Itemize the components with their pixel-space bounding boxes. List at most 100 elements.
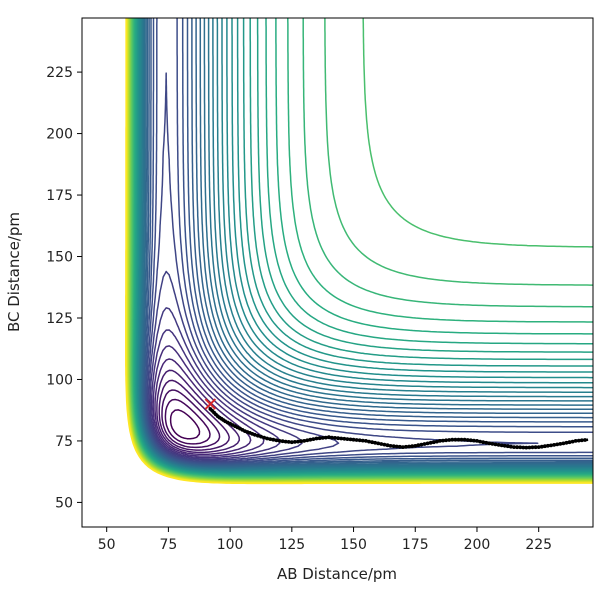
trajectory-point — [394, 444, 399, 449]
trajectory-point — [425, 441, 430, 446]
trajectory-point — [376, 441, 381, 446]
trajectory-point — [367, 439, 371, 444]
trajectory-point — [401, 445, 405, 449]
trajectory-point — [533, 445, 538, 450]
trajectory-point — [487, 441, 492, 446]
trajectory-point — [311, 437, 316, 441]
y-tick-label: 200 — [46, 127, 73, 143]
plot-frame — [81, 17, 594, 528]
trajectory-point — [564, 440, 569, 445]
contour-level — [143, 18, 593, 466]
trajectory-point — [336, 436, 340, 441]
trajectory-point — [293, 440, 297, 444]
contour-level — [154, 358, 252, 456]
trajectory-point — [447, 438, 452, 442]
trajectory-point — [360, 438, 365, 443]
x-tick-label: 150 — [340, 537, 367, 553]
trajectory-point — [289, 440, 294, 445]
trajectory-point — [521, 445, 526, 450]
x-tick-label: 225 — [525, 537, 552, 553]
contour-lines — [125, 18, 593, 485]
trajectory-point — [422, 442, 427, 446]
trajectory-point — [438, 439, 442, 443]
trajectory-point — [391, 444, 396, 449]
trajectory-point — [320, 436, 325, 440]
trajectory-point — [305, 438, 310, 443]
contour-level — [169, 409, 201, 440]
trajectory-point — [496, 443, 501, 447]
contour-level — [158, 379, 230, 451]
x-tick-label: 100 — [217, 537, 244, 553]
y-tick-label: 225 — [46, 65, 73, 81]
trajectory-point — [536, 445, 541, 449]
trajectory-point — [505, 444, 510, 449]
trajectory-point — [286, 440, 291, 444]
trajectory-point — [518, 445, 523, 450]
contour-level — [125, 18, 593, 485]
contour-level — [146, 72, 539, 463]
trajectory-point — [348, 437, 353, 442]
trajectory-point — [379, 442, 384, 446]
trajectory-point — [567, 440, 572, 445]
trajectory-point — [397, 444, 402, 449]
trajectory-point — [515, 445, 519, 450]
y-tick-label: 125 — [46, 311, 73, 327]
trajectory-point — [262, 435, 266, 440]
x-axis-label: AB Distance/pm — [277, 565, 397, 583]
trajectory-point — [314, 436, 319, 441]
trajectory-point — [413, 444, 418, 448]
contour-level — [161, 389, 221, 449]
contour-level — [149, 307, 303, 460]
trajectory-point — [333, 436, 337, 440]
trajectory-point — [345, 437, 350, 441]
contour-level — [148, 270, 340, 462]
y-tick-label: 100 — [46, 372, 73, 388]
y-axis-ticks: 50 75 100 125 150 175 200 225 — [46, 65, 82, 511]
y-tick-label: 75 — [55, 434, 73, 450]
trajectory-point — [484, 440, 489, 445]
trajectory-point — [354, 438, 359, 442]
trajectory-point — [583, 438, 587, 442]
trajectory-point — [323, 435, 328, 440]
trajectory-point — [441, 438, 445, 443]
trajectory-point — [370, 440, 374, 445]
contour-level — [150, 329, 281, 459]
trajectory-point — [580, 438, 584, 443]
trajectory-point — [342, 436, 347, 441]
trajectory-point — [573, 439, 578, 443]
trajectory-point — [453, 437, 458, 442]
x-tick-label: 125 — [278, 537, 305, 553]
trajectory-point — [527, 445, 532, 450]
x-tick-label: 75 — [159, 537, 177, 553]
trajectory-point — [558, 442, 563, 446]
trajectory-point — [252, 432, 257, 437]
trajectory-point — [382, 442, 387, 447]
trajectory-point — [419, 442, 424, 447]
trajectory-point — [407, 444, 411, 449]
trajectory-point — [410, 444, 415, 449]
trajectory-point — [271, 437, 276, 442]
trajectory-point — [388, 444, 393, 448]
x-tick-label: 50 — [98, 537, 116, 553]
trajectory-point — [302, 439, 307, 443]
trajectory-point — [539, 444, 544, 449]
trajectory-point — [524, 445, 529, 450]
trajectory-point — [490, 442, 495, 446]
trajectory-point — [339, 436, 344, 441]
trajectory-point — [259, 434, 263, 439]
trajectory-point — [431, 440, 436, 445]
trajectory-point — [576, 438, 581, 443]
trajectory-point — [509, 444, 513, 449]
trajectory-point — [416, 443, 421, 448]
trajectory-point — [268, 437, 273, 441]
y-tick-label: 175 — [46, 188, 73, 204]
trajectory-point — [465, 438, 470, 442]
trajectory-point — [468, 438, 473, 443]
trajectory-point — [570, 439, 575, 444]
y-tick-label: 50 — [55, 495, 73, 511]
y-tick-label: 150 — [46, 250, 73, 266]
contour-level — [145, 18, 593, 464]
trajectory-point — [299, 439, 303, 444]
trajectory-point — [530, 445, 535, 450]
